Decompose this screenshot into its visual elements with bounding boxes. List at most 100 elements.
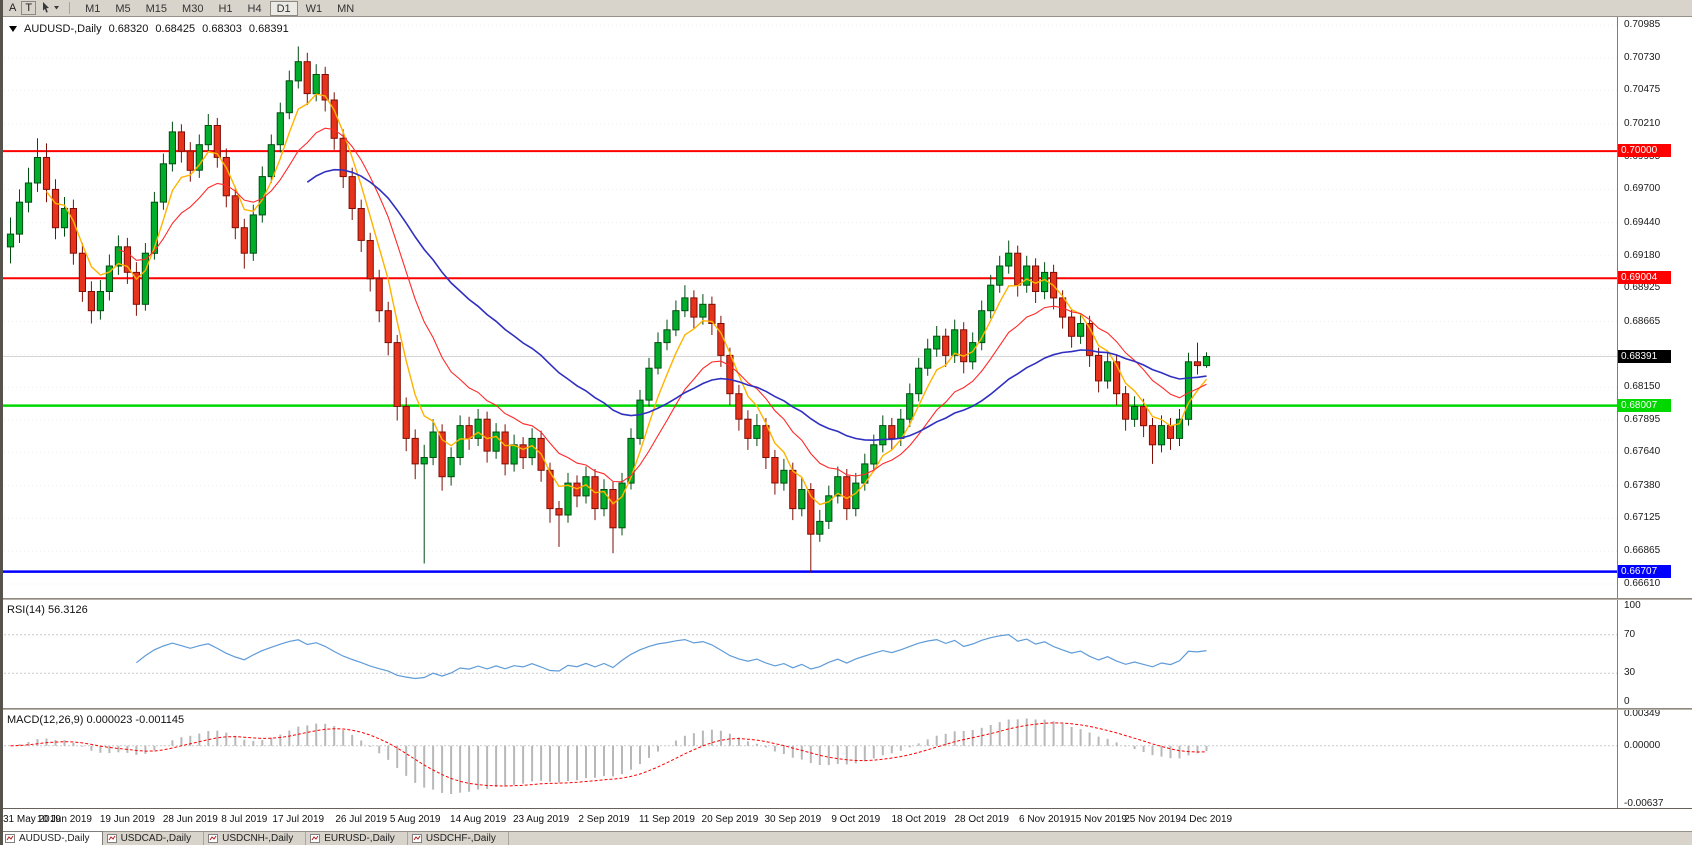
rsi-panel[interactable] bbox=[0, 600, 1617, 708]
cursor-arrow-icon bbox=[43, 2, 60, 13]
date-label: 28 Oct 2019 bbox=[954, 814, 1009, 825]
ohlc-close: 0.68391 bbox=[248, 23, 289, 35]
price-axis-label: 0.67895 bbox=[1624, 413, 1661, 425]
macd-indicator-label: MACD(12,26,9) 0.000023 -0.001145 bbox=[7, 714, 185, 726]
slow-ma-line bbox=[306, 168, 1207, 442]
tab-label: USDCAD-,Daily bbox=[120, 833, 192, 844]
chart-window-tabs: AUDUSD-,Daily USDCAD-,Daily USDCNH-,Daily E… bbox=[0, 831, 1692, 845]
price-axis-label: 0.70730 bbox=[1624, 51, 1661, 63]
rsi-indicator-label: RSI(14) 56.3126 bbox=[7, 604, 88, 616]
chart-tab-icon bbox=[310, 834, 321, 843]
timeframe-m15[interactable]: M15 bbox=[145, 2, 168, 15]
tab-audusd-daily[interactable]: AUDUSD-,Daily bbox=[0, 831, 103, 845]
price-axis-label: 0.66610 bbox=[1624, 577, 1661, 589]
symbol-period-label: AUDUSD-,Daily bbox=[24, 23, 102, 35]
cursor-tool-icon[interactable] bbox=[41, 2, 61, 14]
tab-label: AUDUSD-,Daily bbox=[19, 833, 90, 844]
toolbar-separator bbox=[69, 2, 71, 14]
chart-tab-icon bbox=[106, 834, 117, 843]
arrow-tool-button[interactable]: A bbox=[9, 2, 17, 14]
main-chart-panel[interactable] bbox=[0, 17, 1617, 598]
date-label: 4 Dec 2019 bbox=[1180, 814, 1233, 825]
panel-resize-handle[interactable] bbox=[0, 708, 1692, 710]
macd-panel[interactable] bbox=[0, 710, 1617, 808]
macd-signal-line bbox=[10, 722, 1207, 787]
date-label: 14 Aug 2019 bbox=[450, 814, 507, 825]
date-label: 20 Sep 2019 bbox=[701, 814, 759, 825]
ohlc-open: 0.68320 bbox=[108, 23, 149, 35]
current-price-badge: 0.68391 bbox=[1618, 349, 1671, 363]
candlestick-chart[interactable] bbox=[0, 17, 1617, 598]
price-axis-label: 0.67380 bbox=[1624, 479, 1661, 491]
timeframe-h4[interactable]: H4 bbox=[247, 2, 262, 15]
hline-price-badge[interactable]: 0.69004 bbox=[1618, 271, 1671, 285]
price-axis-label: 0.70475 bbox=[1624, 84, 1661, 96]
timeframe-h1[interactable]: H1 bbox=[218, 2, 233, 15]
date-label: 28 Jun 2019 bbox=[162, 814, 218, 825]
date-label: 18 Oct 2019 bbox=[891, 814, 946, 825]
price-axis[interactable]: 0.709850.707300.704750.702100.699550.697… bbox=[1617, 17, 1692, 808]
tab-label: EURUSD-,Daily bbox=[324, 833, 395, 844]
hline-price-badge[interactable]: 0.66707 bbox=[1618, 564, 1671, 578]
tab-usdchf-daily[interactable]: USDCHF-,Daily bbox=[408, 832, 509, 845]
rsi-axis-label: 0 bbox=[1624, 696, 1630, 707]
chart-tab-icon bbox=[5, 834, 15, 843]
tab-eurusd-daily[interactable]: EURUSD-,Daily bbox=[306, 832, 408, 845]
time-axis[interactable]: 31 May 2019 10 Jun 2019 19 Jun 2019 28 Jun … bbox=[0, 808, 1692, 831]
chart-tab-icon bbox=[411, 834, 422, 843]
rsi-axis-label: 70 bbox=[1624, 628, 1636, 640]
price-axis-label: 0.66865 bbox=[1624, 545, 1661, 557]
date-label: 8 Jul 2019 bbox=[221, 814, 268, 825]
date-label: 10 Jun 2019 bbox=[36, 814, 92, 825]
price-axis-label: 0.70985 bbox=[1624, 19, 1661, 31]
tab-usdcnh-daily[interactable]: USDCNH-,Daily bbox=[204, 832, 307, 845]
hline-price-badge[interactable]: 0.70000 bbox=[1618, 144, 1671, 158]
date-label: 15 Nov 2019 bbox=[1070, 814, 1127, 825]
timeframe-m5[interactable]: M5 bbox=[115, 2, 131, 15]
horizontal-level-lines[interactable] bbox=[0, 150, 1617, 573]
timeframe-mn[interactable]: MN bbox=[337, 2, 355, 15]
price-axis-label: 0.68150 bbox=[1624, 381, 1661, 393]
timeframe-d1[interactable]: D1 bbox=[269, 0, 298, 16]
date-label: 19 Jun 2019 bbox=[99, 814, 155, 825]
date-label: 23 Aug 2019 bbox=[512, 814, 570, 825]
window-edge bbox=[0, 0, 3, 845]
date-label: 26 Jul 2019 bbox=[335, 814, 388, 825]
ohlc-low: 0.68303 bbox=[202, 23, 242, 35]
rsi-axis-label: 100 bbox=[1624, 600, 1641, 611]
tab-usdcad-daily[interactable]: USDCAD-,Daily bbox=[103, 832, 205, 845]
price-axis-label: 0.70210 bbox=[1624, 118, 1661, 130]
tab-label: USDCNH-,Daily bbox=[222, 833, 294, 844]
date-label: 25 Nov 2019 bbox=[1124, 814, 1181, 825]
chart-title: AUDUSD-,Daily 0.68320 0.68425 0.68303 0.… bbox=[9, 23, 289, 35]
chart-tab-icon bbox=[208, 834, 219, 843]
timeframe-buttons: M1 M5 M15 M30 H1 H4 D1 W1 MN bbox=[78, 0, 361, 16]
ohlc-high: 0.68425 bbox=[155, 23, 196, 35]
macd-plot[interactable] bbox=[0, 710, 1617, 808]
rsi-plot[interactable] bbox=[0, 600, 1617, 708]
rsi-axis-label: 30 bbox=[1624, 667, 1636, 679]
text-tool-button[interactable]: T bbox=[21, 1, 37, 15]
collapse-triangle-icon[interactable] bbox=[9, 26, 17, 32]
date-label: 31 May 2019 bbox=[3, 814, 61, 825]
candles bbox=[6, 46, 1211, 573]
price-axis-label: 0.68665 bbox=[1624, 315, 1661, 327]
timeframe-m30[interactable]: M30 bbox=[182, 2, 204, 15]
date-label: 17 Jul 2019 bbox=[272, 814, 325, 825]
fast-ma-line bbox=[45, 93, 1208, 506]
timeframe-w1[interactable]: W1 bbox=[305, 2, 323, 15]
date-label: 5 Aug 2019 bbox=[389, 814, 441, 825]
panel-resize-handle[interactable] bbox=[0, 598, 1692, 600]
date-label: 2 Sep 2019 bbox=[578, 814, 630, 825]
price-axis-label: 0.67125 bbox=[1624, 512, 1661, 524]
hline-price-badge[interactable]: 0.68007 bbox=[1618, 398, 1671, 412]
price-axis-label: 0.69180 bbox=[1624, 249, 1661, 261]
rsi-line bbox=[136, 633, 1207, 680]
macd-histogram bbox=[18, 718, 1208, 794]
price-axis-label: 0.67640 bbox=[1624, 446, 1661, 458]
timeframe-m1[interactable]: M1 bbox=[85, 2, 101, 15]
macd-axis-label: -0.00637 bbox=[1624, 797, 1664, 809]
rsi-level-lines bbox=[0, 634, 1617, 674]
date-label: 9 Oct 2019 bbox=[831, 814, 881, 825]
mid-ma-line bbox=[118, 127, 1207, 483]
